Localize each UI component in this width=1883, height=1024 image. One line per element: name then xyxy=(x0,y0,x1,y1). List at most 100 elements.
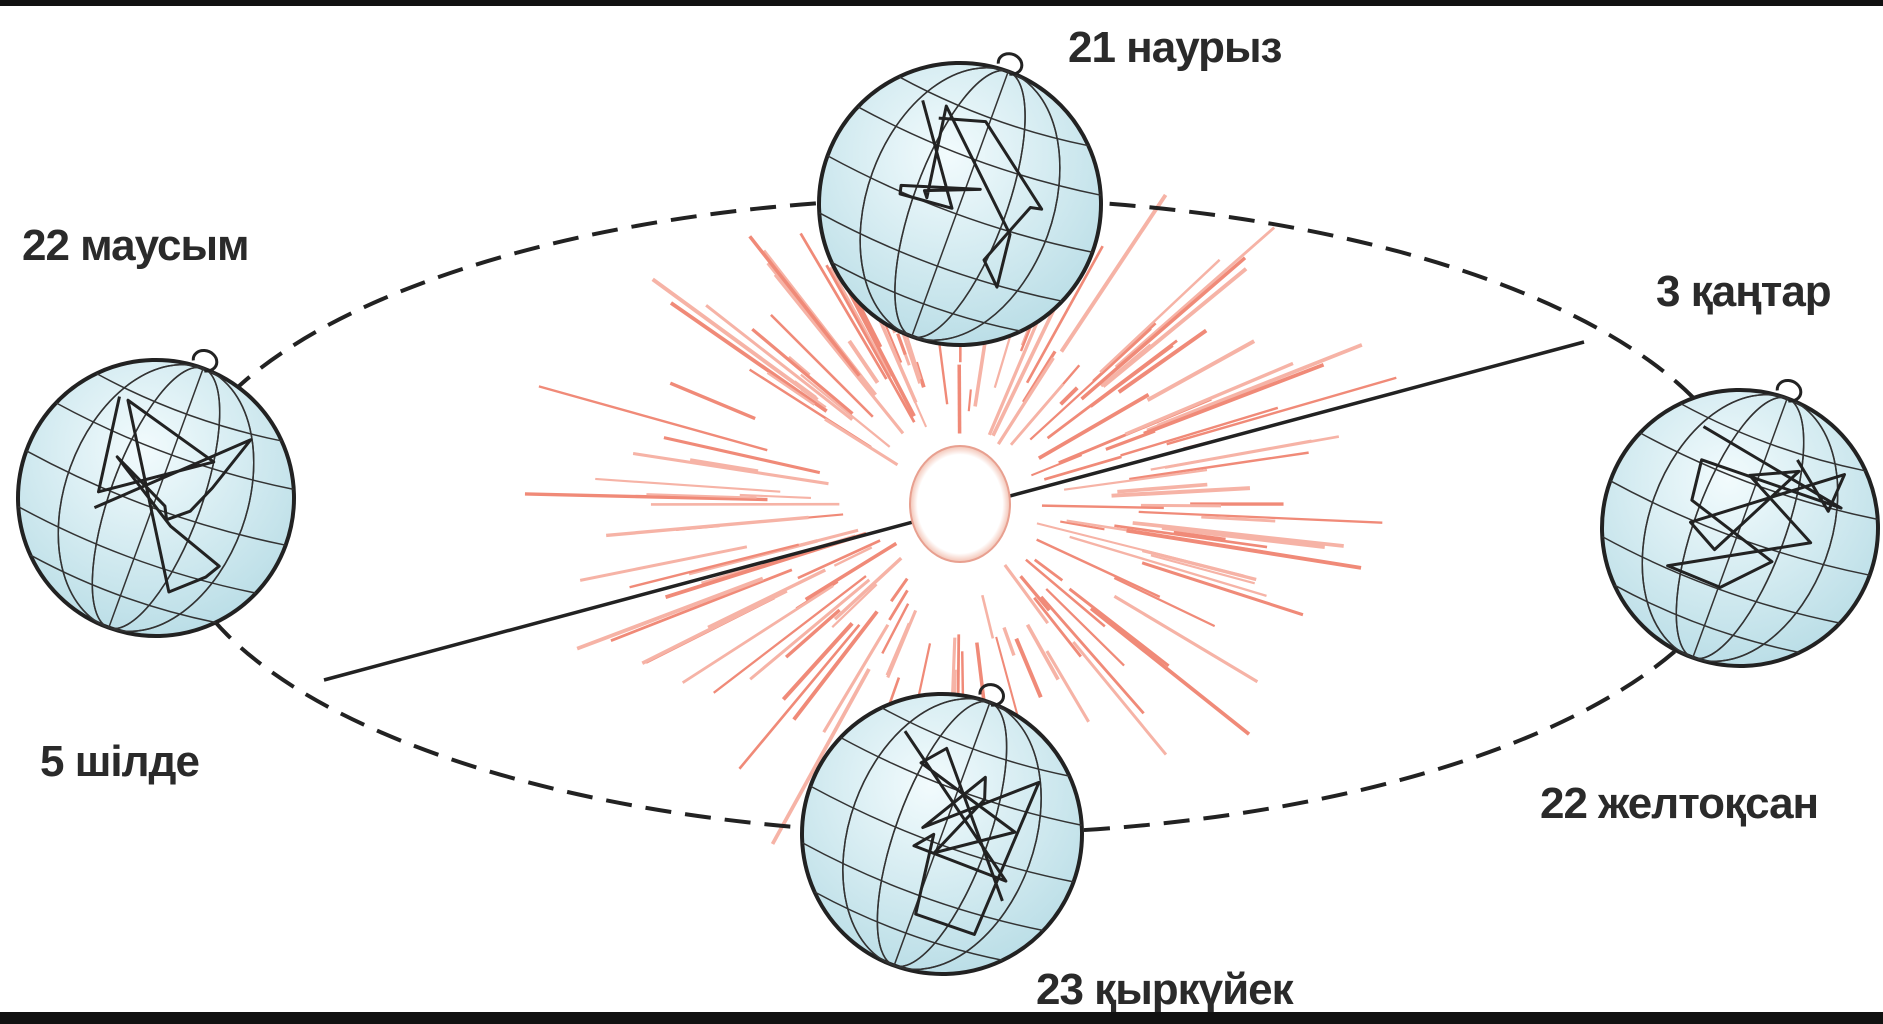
parallel xyxy=(1639,432,1878,521)
ray xyxy=(1003,563,1049,625)
ray xyxy=(748,235,861,377)
parallel xyxy=(831,261,1022,332)
ray xyxy=(766,371,815,406)
ray xyxy=(1089,606,1251,736)
ray xyxy=(888,677,901,704)
continent xyxy=(93,396,253,594)
ray xyxy=(632,451,829,486)
ray xyxy=(1043,455,1122,481)
ray xyxy=(749,578,871,681)
ray xyxy=(739,493,811,499)
ray xyxy=(1059,386,1079,406)
ray xyxy=(669,381,756,421)
ray xyxy=(770,313,874,418)
parallel xyxy=(96,372,282,442)
ray xyxy=(843,283,916,417)
ray xyxy=(1124,361,1294,436)
ray xyxy=(1101,267,1248,388)
ray xyxy=(800,388,827,409)
label: 22 маусым xyxy=(22,221,249,270)
parallel xyxy=(1601,535,1841,624)
globes xyxy=(16,52,1880,976)
ray xyxy=(576,576,764,651)
ray xyxy=(1141,561,1304,617)
parallel xyxy=(29,554,216,624)
ray xyxy=(610,568,793,643)
ray xyxy=(1036,538,1161,598)
label: 23 қыркүйек xyxy=(1036,965,1295,1014)
ray xyxy=(1117,482,1208,494)
ray xyxy=(705,304,854,421)
ray xyxy=(1040,595,1145,715)
ray xyxy=(646,493,757,499)
ray xyxy=(1019,575,1051,612)
ray xyxy=(1173,530,1226,542)
ray xyxy=(1166,376,1397,446)
ray xyxy=(1132,521,1344,548)
sun-rays xyxy=(524,174,1397,845)
ray xyxy=(1059,193,1168,353)
ray xyxy=(1045,650,1090,723)
ray xyxy=(1100,343,1152,388)
ray xyxy=(1117,328,1208,394)
ray xyxy=(707,568,827,629)
ray xyxy=(1025,623,1060,681)
ray xyxy=(629,543,800,589)
ray xyxy=(885,622,911,676)
ray xyxy=(1113,594,1259,684)
label: 5 шілде xyxy=(40,737,199,786)
ray xyxy=(1025,245,1104,384)
ray xyxy=(1033,596,1082,658)
ray xyxy=(996,357,1055,445)
ray xyxy=(799,232,888,380)
ray xyxy=(889,577,909,603)
ray xyxy=(1045,588,1125,667)
continent xyxy=(903,730,1041,936)
ray xyxy=(1037,392,1150,460)
ray xyxy=(800,373,891,448)
ray xyxy=(833,546,873,567)
parallel xyxy=(827,155,1093,253)
parallel xyxy=(857,106,1101,196)
ray xyxy=(1146,339,1256,402)
parallel xyxy=(814,891,1003,962)
ray xyxy=(1089,344,1174,408)
ray xyxy=(1129,451,1309,481)
top-bar xyxy=(0,0,1883,6)
ray xyxy=(524,492,768,502)
ray xyxy=(1025,558,1106,628)
ray xyxy=(1072,640,1168,756)
parallel xyxy=(55,402,294,491)
ray xyxy=(847,339,880,384)
ray xyxy=(1120,406,1279,457)
ray xyxy=(1036,522,1245,577)
pole-arrow xyxy=(1775,379,1803,403)
bottom-bar xyxy=(0,1012,1883,1024)
ray xyxy=(833,556,903,621)
globe xyxy=(800,683,1084,976)
pole-arrow xyxy=(978,683,1005,707)
ray xyxy=(1157,343,1363,428)
ray xyxy=(788,355,811,376)
ray xyxy=(689,458,759,473)
ray xyxy=(1063,468,1208,491)
ray xyxy=(770,668,871,845)
ray xyxy=(1092,322,1157,382)
ray xyxy=(886,609,918,679)
pole-arrow xyxy=(191,349,219,373)
ray xyxy=(751,327,854,415)
ray xyxy=(967,389,972,412)
ray xyxy=(1031,454,1083,477)
ray xyxy=(1138,510,1383,524)
parallel xyxy=(818,212,1063,302)
ray xyxy=(669,301,828,413)
ray xyxy=(781,622,854,701)
ray xyxy=(804,541,898,602)
ray xyxy=(1009,383,1065,446)
ray xyxy=(831,583,878,629)
parallel xyxy=(1613,584,1800,654)
pole-arrow xyxy=(996,52,1024,76)
ray xyxy=(773,273,905,435)
ray xyxy=(822,623,890,734)
